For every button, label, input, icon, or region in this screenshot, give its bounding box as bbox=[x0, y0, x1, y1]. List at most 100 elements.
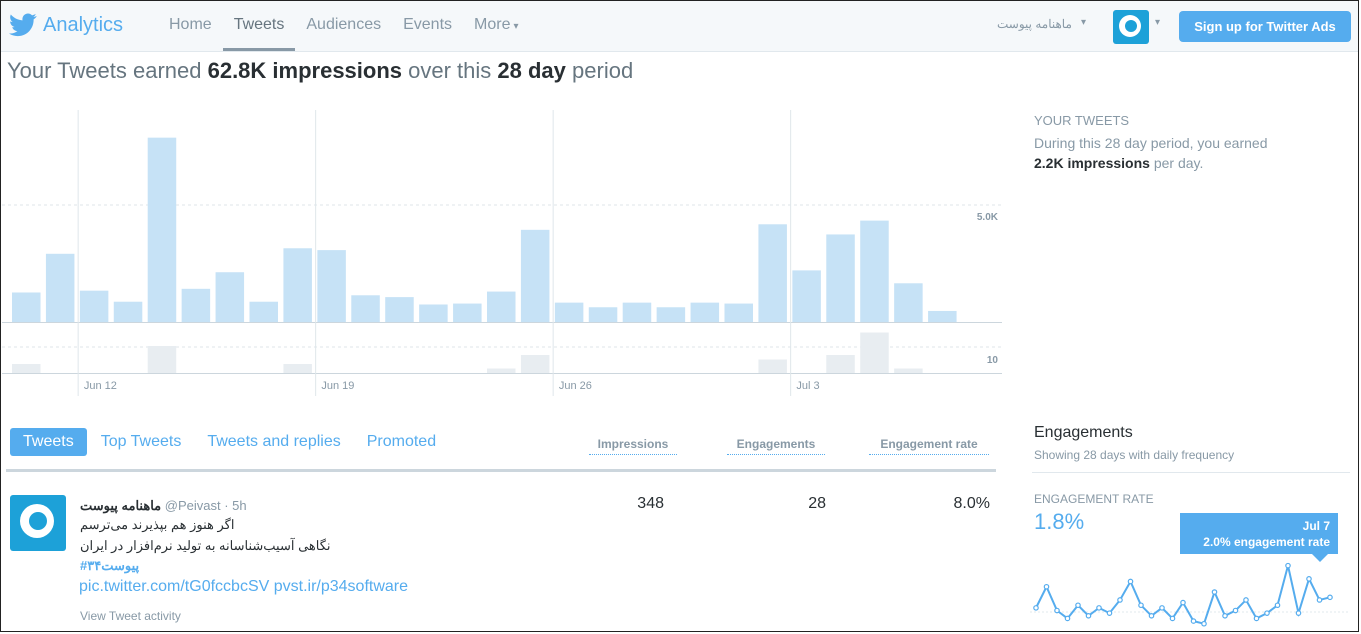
nav-home[interactable]: Home bbox=[169, 16, 212, 33]
chevron-down-icon[interactable]: ▾ bbox=[1081, 17, 1087, 28]
tweet-header: ماهنامه پیوست @Peivast · 5h bbox=[80, 498, 247, 514]
impressions-bar bbox=[758, 224, 787, 322]
engagement-point bbox=[1033, 605, 1039, 611]
engagement-rate-line-chart bbox=[1030, 562, 1348, 627]
page-headline: Your Tweets earned 62.8K impressions ove… bbox=[7, 58, 633, 84]
tweet-text-line-2: نگاهی آسیب‌شناسانه به تولید نرم‌افزار در… bbox=[80, 538, 331, 553]
x-tick-label: Jul 3 bbox=[796, 380, 819, 392]
engagement-point bbox=[1295, 610, 1302, 616]
impressions-bar bbox=[928, 310, 957, 322]
engagement-point bbox=[1054, 607, 1060, 614]
engagements-title: Engagements bbox=[1034, 424, 1133, 441]
impressions-bar bbox=[588, 307, 618, 322]
engagements-bar bbox=[758, 359, 787, 373]
tab-promoted[interactable]: Promoted bbox=[366, 433, 437, 450]
impressions-bar bbox=[860, 220, 889, 322]
tweet-hashtag[interactable]: #پیوست۳۴ bbox=[80, 558, 140, 573]
engagement-point bbox=[1190, 618, 1197, 624]
tooltip-value: 2.0% engagement rate bbox=[1203, 535, 1330, 549]
view-tweet-activity-link[interactable]: View Tweet activity bbox=[80, 609, 181, 623]
chevron-down-icon: ▾ bbox=[513, 21, 519, 32]
engagement-point bbox=[1117, 597, 1123, 603]
x-tick-label: Jun 19 bbox=[321, 380, 354, 392]
impressions-bar bbox=[453, 303, 482, 322]
engagements-subtitle: Showing 28 days with daily frequency bbox=[1034, 448, 1235, 462]
sign-up-ads-button[interactable]: Sign up for Twitter Ads bbox=[1179, 11, 1351, 42]
tweet-time[interactable]: 5h bbox=[232, 498, 247, 513]
engagement-point bbox=[1316, 597, 1323, 603]
engagement-point bbox=[1127, 578, 1134, 585]
nav-tweets[interactable]: Tweets bbox=[222, 1, 296, 51]
impressions-bar bbox=[215, 272, 245, 322]
headline-prefix: Your Tweets earned bbox=[7, 58, 208, 83]
engagements-bar bbox=[147, 346, 177, 373]
engagements-bar bbox=[283, 364, 312, 373]
impressions-bar bbox=[826, 234, 855, 322]
impressions-bar bbox=[419, 304, 448, 322]
tab-top-tweets[interactable]: Top Tweets bbox=[100, 433, 182, 450]
impressions-bar bbox=[249, 301, 278, 322]
nav-events[interactable]: Events bbox=[403, 16, 453, 33]
impressions-bar bbox=[792, 270, 821, 322]
twitter-bird-icon bbox=[9, 13, 37, 37]
impressions-bar-chart: 5.0K 10 Jun 12 Jun 19 Jun 26 Jul 3 bbox=[2, 110, 1002, 396]
engagement-point bbox=[1232, 607, 1239, 614]
engagement-point bbox=[1064, 615, 1071, 622]
impressions-bar bbox=[317, 250, 346, 322]
y-tick-lower: 10 bbox=[987, 355, 999, 366]
headline-middle: over this bbox=[402, 58, 498, 83]
engagements-bar bbox=[12, 364, 41, 373]
account-name[interactable]: ماهنامه پیوست bbox=[997, 17, 1072, 31]
impressions-bar bbox=[113, 301, 143, 322]
tweet-impressions: 348 bbox=[637, 495, 664, 512]
brand-label: Analytics bbox=[43, 13, 124, 36]
impressions-bar bbox=[45, 253, 75, 322]
column-engagements[interactable]: Engagements bbox=[727, 437, 825, 455]
engagement-point bbox=[1306, 576, 1312, 582]
engagement-point bbox=[1180, 599, 1186, 606]
impressions-bar bbox=[690, 302, 720, 322]
impressions-bar bbox=[656, 307, 686, 322]
impressions-bar bbox=[554, 302, 584, 322]
engagements-bar bbox=[487, 368, 516, 373]
tweet-handle[interactable]: @Peivast bbox=[164, 498, 221, 513]
impressions-bar bbox=[147, 137, 177, 322]
engagements-bar bbox=[860, 332, 889, 373]
headline-suffix: period bbox=[565, 58, 634, 83]
engagement-point bbox=[1169, 615, 1176, 622]
tooltip-date: Jul 7 bbox=[1302, 519, 1330, 533]
impressions-bar bbox=[351, 295, 380, 322]
engagement-rate-value: 1.8% bbox=[1034, 509, 1085, 534]
engagement-point bbox=[1159, 605, 1165, 611]
yt-desc-prefix: During this 28 day period, you earned bbox=[1034, 135, 1268, 151]
column-impressions[interactable]: Impressions bbox=[589, 437, 677, 455]
brand[interactable]: Analytics bbox=[9, 13, 123, 37]
tweet-avatar[interactable] bbox=[10, 495, 66, 551]
engagement-point bbox=[1211, 589, 1218, 595]
chevron-down-icon[interactable]: ▾ bbox=[1155, 17, 1161, 28]
your-tweets-description: During this 28 day period, you earned 2.… bbox=[1034, 133, 1334, 173]
nav-more[interactable]: More ▾ bbox=[463, 1, 529, 51]
tweet-author-name[interactable]: ماهنامه پیوست bbox=[80, 498, 162, 513]
column-engagement-rate[interactable]: Engagement rate bbox=[869, 437, 989, 455]
tweet-tabs: Tweets Top Tweets Tweets and replies Pro… bbox=[10, 427, 450, 457]
tab-tweets[interactable]: Tweets bbox=[10, 428, 87, 456]
engagement-point bbox=[1138, 602, 1144, 609]
engagements-bar bbox=[520, 355, 550, 373]
engagement-line bbox=[1035, 565, 1331, 625]
impressions-bar bbox=[894, 283, 923, 322]
engagement-point bbox=[1243, 597, 1249, 603]
tab-tweets-and-replies[interactable]: Tweets and replies bbox=[207, 433, 341, 450]
engagements-divider bbox=[1032, 472, 1350, 473]
headline-impressions: 62.8K impressions bbox=[207, 58, 403, 83]
nav-audiences[interactable]: Audiences bbox=[306, 16, 382, 33]
account-avatar[interactable] bbox=[1113, 10, 1149, 44]
y-tick-upper: 5.0K bbox=[977, 212, 999, 223]
tweet-engagements: 28 bbox=[808, 495, 826, 512]
engagement-point bbox=[1085, 612, 1092, 619]
tweet-links[interactable]: pic.twitter.com/tG0fccbcSV pvst.ir/p34so… bbox=[79, 578, 409, 595]
engagements-bar bbox=[894, 368, 923, 373]
engagement-tooltip: Jul 7 2.0% engagement rate bbox=[1180, 513, 1338, 562]
nav-links: Home Tweets Audiences Events More ▾ bbox=[158, 1, 530, 51]
